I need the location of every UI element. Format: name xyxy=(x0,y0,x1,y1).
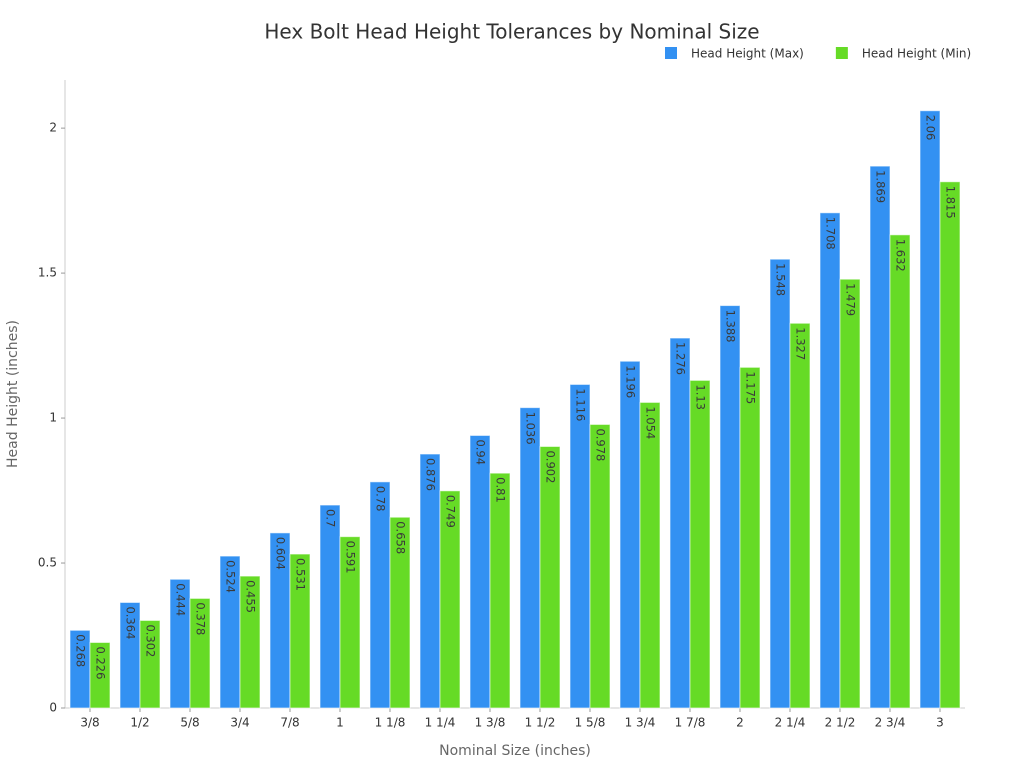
bar xyxy=(769,258,791,709)
bar xyxy=(819,212,841,709)
value-label: 0.7 xyxy=(323,509,337,527)
bar xyxy=(739,366,761,709)
chart-title: Hex Bolt Head Height Tolerances by Nomin… xyxy=(264,20,759,44)
x-tick-label: 3 xyxy=(936,716,944,730)
x-tick-label: 1 xyxy=(336,716,344,730)
legend-swatch xyxy=(665,47,677,59)
bar xyxy=(469,434,491,709)
x-tick-label: 1/2 xyxy=(130,716,149,730)
value-label: 1.708 xyxy=(824,217,838,250)
value-label: 1.815 xyxy=(944,186,958,219)
bar xyxy=(869,165,891,709)
bar xyxy=(339,536,361,709)
x-tick-label: 2 1/4 xyxy=(775,716,806,730)
bar xyxy=(539,445,561,709)
y-tick-label: 2 xyxy=(49,121,57,135)
x-tick-label: 1 1/4 xyxy=(425,716,456,730)
legend-label: Head Height (Max) xyxy=(691,47,804,61)
value-label: 0.524 xyxy=(224,560,238,593)
value-label: 0.268 xyxy=(74,634,88,667)
value-label: 0.302 xyxy=(144,624,158,657)
x-tick-label: 1 1/2 xyxy=(525,716,556,730)
bar xyxy=(569,383,591,709)
bar xyxy=(689,379,711,709)
x-tick-label: 1 5/8 xyxy=(575,716,606,730)
value-label: 1.632 xyxy=(894,239,908,272)
value-label: 0.444 xyxy=(174,583,188,616)
bar xyxy=(839,278,861,709)
x-tick-label: 3/4 xyxy=(230,716,249,730)
bar xyxy=(419,453,441,709)
value-label: 1.548 xyxy=(774,263,788,296)
value-label: 0.226 xyxy=(94,646,108,679)
value-label: 0.902 xyxy=(544,450,558,483)
x-tick-label: 3/8 xyxy=(80,716,99,730)
y-tick-label: 1.5 xyxy=(38,266,57,280)
x-tick-label: 7/8 xyxy=(280,716,299,730)
bar xyxy=(319,504,341,709)
bar xyxy=(239,575,261,709)
value-label: 2.06 xyxy=(924,115,938,141)
x-tick-label: 2 1/2 xyxy=(825,716,856,730)
value-label: 0.876 xyxy=(424,458,438,491)
bar xyxy=(719,305,741,709)
x-axis-label: Nominal Size (inches) xyxy=(439,743,591,759)
value-label: 1.196 xyxy=(624,365,638,398)
bar xyxy=(489,472,511,709)
y-tick-label: 0 xyxy=(49,701,57,715)
value-label: 0.78 xyxy=(374,486,388,512)
bar xyxy=(289,553,311,709)
x-tick-label: 1 7/8 xyxy=(675,716,706,730)
bar xyxy=(889,234,911,709)
bar xyxy=(669,337,691,709)
bar xyxy=(519,407,541,709)
value-label: 0.531 xyxy=(294,558,308,591)
value-label: 0.978 xyxy=(594,428,608,461)
bar xyxy=(139,619,161,709)
value-label: 1.388 xyxy=(724,310,738,343)
bar xyxy=(639,401,661,709)
value-label: 1.036 xyxy=(524,412,538,445)
value-label: 1.054 xyxy=(644,406,658,439)
value-label: 1.116 xyxy=(574,388,588,421)
x-tick-label: 2 xyxy=(736,716,744,730)
bar xyxy=(919,110,941,709)
value-label: 0.658 xyxy=(394,521,408,554)
x-tick-label: 2 3/4 xyxy=(875,716,906,730)
legend-label: Head Height (Min) xyxy=(862,47,971,61)
bar xyxy=(369,481,391,709)
value-label: 0.364 xyxy=(124,606,138,639)
value-label: 0.455 xyxy=(244,580,258,613)
value-label: 0.591 xyxy=(344,541,358,574)
bar xyxy=(89,641,111,709)
bar xyxy=(589,423,611,709)
value-label: 0.378 xyxy=(194,602,208,635)
value-label: 1.13 xyxy=(694,384,708,410)
bar xyxy=(789,322,811,709)
bar xyxy=(939,181,961,709)
value-label: 1.869 xyxy=(874,170,888,203)
x-tick-label: 1 3/4 xyxy=(625,716,656,730)
bar xyxy=(189,597,211,709)
x-tick-label: 1 3/8 xyxy=(475,716,506,730)
y-tick-label: 1 xyxy=(49,411,57,425)
value-label: 0.81 xyxy=(494,477,508,503)
bar xyxy=(619,360,641,709)
value-label: 1.175 xyxy=(744,371,758,404)
y-tick-label: 0.5 xyxy=(38,556,57,570)
value-label: 1.479 xyxy=(844,283,858,316)
value-label: 0.749 xyxy=(444,495,458,528)
bar xyxy=(439,490,461,709)
x-tick-label: 1 1/8 xyxy=(375,716,406,730)
value-label: 0.94 xyxy=(474,439,488,465)
y-axis-label: Head Height (inches) xyxy=(5,320,21,468)
legend-swatch xyxy=(835,47,848,59)
value-label: 1.276 xyxy=(674,342,688,375)
value-label: 1.327 xyxy=(794,327,808,360)
value-label: 0.604 xyxy=(274,537,288,570)
x-tick-label: 5/8 xyxy=(180,716,199,730)
bar xyxy=(389,516,411,709)
